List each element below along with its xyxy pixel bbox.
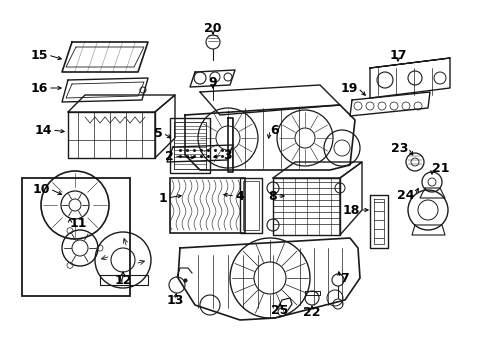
Bar [170, 178, 244, 233]
Text: 20: 20 [204, 22, 221, 35]
Text: 16: 16 [31, 81, 48, 95]
Text: 23: 23 [390, 141, 407, 154]
Text: 18: 18 [342, 203, 359, 216]
Text: 6: 6 [269, 123, 278, 136]
Text: 24: 24 [397, 189, 414, 202]
Text: 22: 22 [303, 306, 320, 319]
Text: 25: 25 [271, 303, 288, 316]
Text: 13: 13 [166, 293, 183, 306]
Bar [174, 122, 205, 169]
Text: 4: 4 [235, 189, 243, 202]
Text: 17: 17 [388, 49, 406, 62]
Bar [243, 181, 259, 230]
Text: 19: 19 [340, 81, 357, 95]
Bar [170, 118, 209, 173]
Text: 11: 11 [70, 216, 87, 230]
Text: 12: 12 [114, 274, 131, 287]
Text: 15: 15 [30, 49, 48, 62]
Text: 21: 21 [431, 162, 448, 175]
Text: 7: 7 [339, 271, 348, 284]
Text: 2: 2 [165, 149, 174, 162]
Text: 1: 1 [158, 192, 167, 204]
Text: 8: 8 [268, 189, 276, 202]
Bar [22, 178, 130, 296]
Text: 9: 9 [208, 76, 217, 89]
Text: 10: 10 [32, 183, 50, 195]
Text: 5: 5 [154, 126, 163, 140]
Text: 3: 3 [223, 149, 231, 162]
Bar [240, 178, 262, 233]
Text: 14: 14 [35, 123, 52, 136]
